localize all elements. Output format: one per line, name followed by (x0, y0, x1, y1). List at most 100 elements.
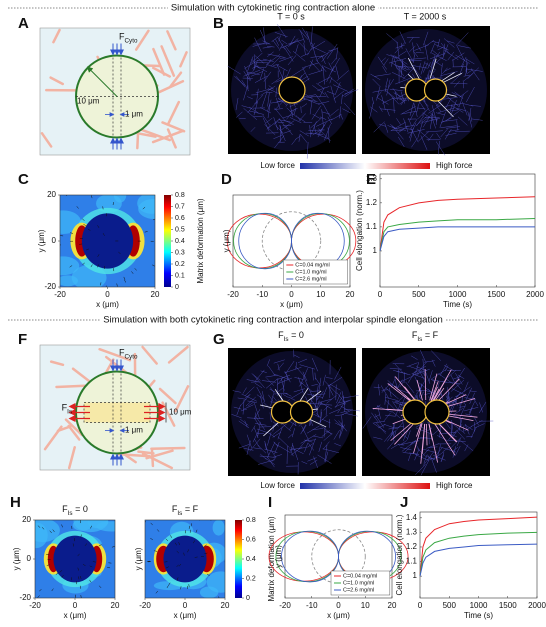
fiber (396, 41, 400, 58)
x-tick-label: 0 (73, 601, 78, 610)
fiber (243, 108, 258, 120)
displacement (155, 590, 159, 594)
cell (278, 76, 306, 104)
x-tick-label: -10 (256, 290, 268, 299)
fiber (326, 65, 335, 82)
fiber (455, 445, 461, 456)
fiber (282, 114, 294, 119)
colorbar-tick-label: 0.7 (175, 203, 185, 210)
x-tick-label: 0 (289, 290, 294, 299)
fiber (388, 425, 405, 430)
fiber (402, 452, 420, 455)
section-title: Simulation with cytokinetic ring contrac… (171, 3, 375, 14)
fiber (456, 44, 465, 61)
fiber (273, 373, 290, 380)
fiber (235, 75, 246, 88)
displacement (80, 534, 82, 538)
x-tick-label: 20 (151, 290, 160, 299)
fiber (396, 118, 402, 126)
fiber (466, 435, 473, 438)
fiber (426, 443, 439, 449)
fiber (335, 47, 339, 60)
fiber (254, 37, 262, 52)
fiber (259, 68, 265, 80)
y-tick-label: -20 (19, 593, 31, 602)
fiber (301, 53, 310, 57)
fiber (469, 407, 473, 416)
displacement (82, 262, 85, 266)
fiber (67, 446, 76, 470)
cell (424, 399, 450, 425)
fiber (418, 382, 432, 393)
fiber (312, 368, 314, 381)
displacement (49, 530, 52, 534)
fiber (277, 363, 280, 371)
series-line (379, 226, 535, 252)
fiber (372, 89, 388, 93)
legend-label: C=0.04 mg/ml (295, 262, 329, 268)
fiber (420, 61, 426, 75)
x-tick-label: 0 (105, 290, 110, 299)
fiber (386, 109, 390, 117)
displacement (187, 549, 189, 553)
fiber (289, 98, 306, 108)
displacement (77, 567, 79, 571)
fiber (289, 117, 302, 124)
fiber (380, 57, 386, 63)
fiber (420, 113, 434, 124)
fiber (314, 54, 319, 62)
label: FIs = F (172, 504, 199, 517)
fiber (308, 99, 320, 105)
fiber (316, 82, 324, 89)
fiber (398, 136, 405, 148)
x-tick-label: 20 (111, 601, 120, 610)
fiber (334, 366, 342, 380)
field-patch (72, 520, 92, 531)
fiber (304, 439, 313, 443)
field-patch (212, 520, 225, 536)
fiber (338, 426, 342, 439)
fiber (448, 129, 460, 132)
fiber (323, 434, 332, 441)
fiber (413, 50, 419, 58)
fiber (309, 397, 317, 408)
fiber (394, 376, 398, 390)
fiber (254, 55, 265, 64)
fiber (232, 390, 241, 393)
fiber (288, 38, 299, 47)
fiber (407, 453, 411, 462)
label-sub: Cyto (125, 38, 138, 45)
fiber (283, 130, 292, 134)
fiber (398, 50, 407, 57)
fiber (289, 448, 294, 457)
fiber (411, 138, 418, 148)
fiber (267, 92, 270, 107)
displacement (166, 585, 169, 589)
fiber (282, 394, 289, 398)
fiber (464, 424, 473, 431)
fiber (251, 425, 256, 432)
fiber (267, 432, 272, 446)
fiber (174, 385, 190, 413)
force-fiber (394, 376, 418, 404)
displacement (144, 231, 148, 233)
fiber (270, 393, 274, 407)
fiber (386, 54, 398, 59)
frame (419, 511, 538, 599)
fiber (242, 387, 247, 394)
fiber (317, 454, 332, 464)
fiber (467, 111, 473, 128)
fiber (466, 69, 473, 75)
x-tick-label: -20 (279, 601, 291, 610)
fiber (403, 372, 405, 384)
fiber (321, 387, 328, 400)
fiber (274, 135, 285, 149)
fiber (412, 42, 415, 57)
fiber (308, 129, 325, 131)
fiber (465, 68, 468, 76)
fiber (257, 66, 266, 68)
fiber (306, 142, 309, 159)
fiber (343, 102, 356, 116)
fiber (435, 112, 445, 116)
fiber (394, 363, 404, 373)
